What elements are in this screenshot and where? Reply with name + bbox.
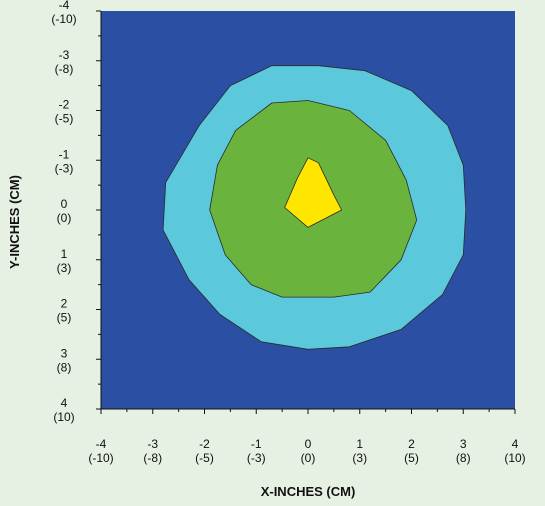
contour-region-level-3 bbox=[284, 157, 343, 228]
y-tick-sublabel: (-10) bbox=[51, 12, 76, 26]
y-axis-ticks: -4(-10) -3(-8) -2(-5) -1(-3) 0(0) 1(3) 2(5) 3(8… bbox=[51, 0, 101, 424]
y-axis-title: Y-INCHES (CM) bbox=[7, 175, 22, 269]
y-tick-label: -2 bbox=[59, 98, 70, 112]
y-tick-sublabel: (0) bbox=[57, 211, 72, 225]
y-tick-sublabel: (-5) bbox=[55, 112, 74, 126]
x-tick-sublabel: (3) bbox=[352, 451, 367, 465]
y-tick-label: 4 bbox=[61, 396, 68, 410]
y-tick-label: 1 bbox=[61, 247, 68, 261]
y-tick-sublabel: (-3) bbox=[55, 161, 74, 175]
y-tick-label: -1 bbox=[59, 147, 70, 161]
y-tick-label: -3 bbox=[59, 48, 70, 62]
y-tick-sublabel: (10) bbox=[53, 410, 74, 424]
x-tick-sublabel: (-3) bbox=[247, 451, 266, 465]
x-tick-sublabel: (8) bbox=[456, 451, 471, 465]
x-tick-sublabel: (-5) bbox=[195, 451, 214, 465]
x-tick-label: 2 bbox=[408, 437, 415, 451]
y-tick-sublabel: (-8) bbox=[55, 62, 74, 76]
x-tick-label: -1 bbox=[251, 437, 262, 451]
y-tick-label: 3 bbox=[61, 346, 68, 360]
x-tick-sublabel: (10) bbox=[504, 451, 525, 465]
x-tick-label: 4 bbox=[512, 437, 519, 451]
x-tick-sublabel: (-8) bbox=[143, 451, 162, 465]
x-tick-label: -2 bbox=[199, 437, 210, 451]
contour-regions bbox=[162, 65, 467, 350]
y-tick-sublabel: (5) bbox=[57, 311, 72, 325]
x-tick-label: -3 bbox=[147, 437, 158, 451]
x-axis-title: X-INCHES (CM) bbox=[261, 484, 356, 499]
x-tick-sublabel: (0) bbox=[301, 451, 316, 465]
y-tick-label: 0 bbox=[61, 197, 68, 211]
y-tick-sublabel: (3) bbox=[57, 261, 72, 275]
y-tick-label: 2 bbox=[61, 297, 68, 311]
x-tick-label: 3 bbox=[460, 437, 467, 451]
x-tick-sublabel: (-10) bbox=[88, 451, 113, 465]
x-tick-label: -4 bbox=[96, 437, 107, 451]
x-tick-label: 1 bbox=[356, 437, 363, 451]
x-axis-ticks: -4(-10) -3(-8) -2(-5) -1(-3) 0(0) 1(3) 2(5) 3(8… bbox=[88, 409, 526, 465]
y-tick-label: -4 bbox=[59, 0, 70, 12]
x-tick-sublabel: (5) bbox=[404, 451, 419, 465]
x-tick-label: 0 bbox=[305, 437, 312, 451]
y-tick-sublabel: (8) bbox=[57, 360, 72, 374]
